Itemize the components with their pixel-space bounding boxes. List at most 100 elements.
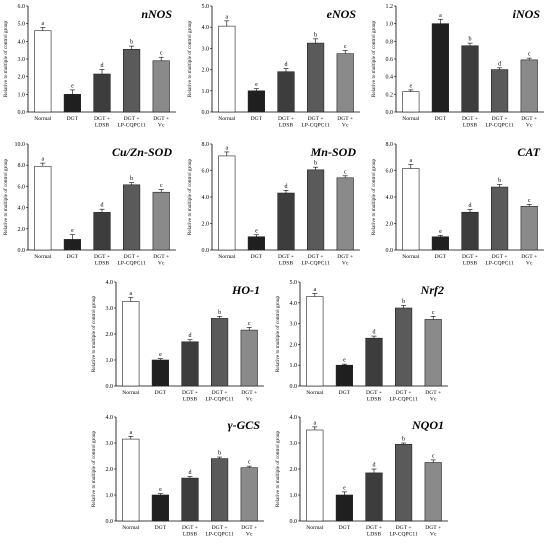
significance-letter: c — [432, 310, 435, 316]
x-tick-label-line: Normal — [122, 390, 140, 396]
x-tick-label-line: DGT + — [462, 116, 478, 122]
y-tick-label: 2.0 — [386, 222, 394, 228]
significance-letter: d — [373, 330, 376, 336]
y-axis-label: Relative to multiple of control group — [274, 295, 281, 372]
significance-letter: c — [344, 169, 347, 175]
significance-letter: e — [439, 229, 442, 235]
x-tick-label-line: LDSB — [183, 532, 198, 538]
x-tick-label-line: Vc — [158, 123, 165, 129]
x-tick-label-line: LP-CQPC11 — [389, 532, 418, 538]
x-tick-label-line: DGT + — [153, 254, 169, 260]
y-tick-label: 6.0 — [202, 169, 210, 175]
significance-letter: c — [248, 321, 251, 327]
x-tick-label: DGT + LP-CQPC11 — [205, 390, 234, 403]
x-tick-label-line: LDSB — [463, 261, 478, 267]
x-tick-label-line: Vc — [246, 532, 253, 538]
bar — [277, 71, 295, 113]
chart-svg-inos: Relative to multiple of control group 0.0… — [370, 4, 544, 129]
y-axis-label: Relative to multiple of control group — [186, 158, 193, 235]
x-tick-label: DGT + Vc — [241, 525, 257, 538]
chart-svg-nrf2: Relative to multiple of control group 0.0… — [274, 280, 448, 403]
bar — [520, 59, 538, 113]
x-tick-label-line: DGT — [67, 116, 79, 122]
y-tick-label: 1.0 — [106, 358, 114, 364]
x-tick-label: DGT + LP-CQPC11 — [389, 390, 418, 403]
bar — [218, 155, 236, 251]
x-tick-label: DGT + LDSB — [366, 525, 382, 538]
x-tick-label-line: Vc — [342, 261, 349, 267]
bar — [93, 73, 111, 113]
chart-title: γ-GCS — [228, 418, 261, 432]
y-tick-label: 8.0 — [386, 142, 394, 148]
significance-letter: c — [528, 198, 531, 204]
x-tick-label-line: DGT + — [492, 116, 508, 122]
significance-letter: c — [248, 460, 251, 466]
significance-letter: e — [409, 83, 412, 89]
significance-letter: e — [71, 228, 74, 234]
bar — [240, 329, 258, 387]
x-tick-label: DGT + LP-CQPC11 — [205, 525, 234, 538]
x-tick-label: DGT + LP-CQPC11 — [485, 254, 514, 267]
y-tick-label: 3.0 — [202, 46, 210, 52]
chart-panel-ho-1: Relative to multiple of control group 0.0… — [88, 276, 270, 410]
bar — [491, 69, 509, 113]
significance-letter: e — [255, 228, 258, 234]
x-tick-label: DGT + LP-CQPC11 — [301, 116, 330, 129]
bar — [365, 337, 383, 387]
x-tick-label-line: DGT — [155, 390, 167, 396]
chart-title: CAT — [517, 145, 540, 159]
significance-letter: d — [189, 470, 192, 476]
y-tick-label: 4.0 — [106, 415, 114, 421]
significance-letter: c — [432, 453, 435, 459]
x-tick-label-line: DGT + — [153, 116, 169, 122]
x-tick-label-line: LDSB — [95, 123, 110, 129]
significance-letter: a — [41, 21, 44, 27]
x-tick-label: Normal — [122, 525, 140, 531]
x-tick-label-line: LP-CQPC11 — [205, 397, 234, 403]
y-tick-label: 10.0 — [15, 142, 26, 148]
x-tick-label-line: LP-CQPC11 — [485, 261, 514, 267]
x-tick-label-line: LDSB — [463, 123, 478, 129]
y-tick-label: 5.0 — [290, 280, 298, 286]
bar — [520, 205, 538, 251]
x-tick-label-line: LP-CQPC11 — [117, 261, 146, 267]
x-tick-label-line: LDSB — [183, 397, 198, 403]
chart-svg-enos: Relative to multiple of control group 0.0… — [186, 4, 360, 129]
x-tick-label-line: DGT + — [278, 254, 294, 260]
x-tick-label: Normal — [34, 116, 52, 122]
significance-letter: a — [313, 287, 316, 293]
bar — [461, 211, 479, 251]
chart-panel-enos: Relative to multiple of control group 0.0… — [184, 0, 366, 136]
chart-svg-nqo1: Relative to multiple of control group 0.0… — [274, 415, 448, 538]
x-tick-label-line: Normal — [306, 390, 324, 396]
y-tick-label: 3.0 — [106, 306, 114, 312]
x-tick-label-line: DGT — [339, 390, 351, 396]
x-tick-label-line: DGT + — [492, 254, 508, 260]
y-tick-label: 0.0 — [106, 384, 114, 390]
x-tick-label-line: DGT + — [396, 390, 412, 396]
significance-letter: e — [343, 485, 346, 491]
y-tick-label: 1.0 — [290, 493, 298, 499]
chart-title: nNOS — [141, 7, 172, 21]
bar — [306, 296, 324, 387]
y-tick-label: 2.0 — [290, 467, 298, 473]
x-tick-label: Normal — [122, 390, 140, 396]
chart-title: Mn-SOD — [310, 145, 357, 159]
bar — [395, 443, 413, 522]
chart-title: Nrf2 — [420, 283, 444, 297]
x-tick-label-line: DGT + — [366, 525, 382, 531]
x-tick-label-line: LP-CQPC11 — [117, 123, 146, 129]
y-tick-label: 0.0 — [290, 384, 298, 390]
x-tick-label: DGT + Vc — [241, 390, 257, 403]
y-tick-label: 4.0 — [18, 206, 26, 212]
chart-panel-cu-zn-sod: Relative to multiple of control group 0.0… — [0, 138, 182, 274]
x-tick-label-line: Normal — [402, 254, 420, 260]
y-tick-label: 0.0 — [386, 110, 394, 116]
chart-panel-nnos: Relative to multiple of control group 0.0… — [0, 0, 182, 136]
bar — [247, 90, 265, 113]
y-tick-label: 0.6 — [386, 57, 394, 63]
significance-letter: b — [218, 451, 221, 457]
bar — [307, 169, 325, 251]
x-tick-label-line: DGT + — [278, 116, 294, 122]
significance-letter: a — [129, 291, 132, 297]
